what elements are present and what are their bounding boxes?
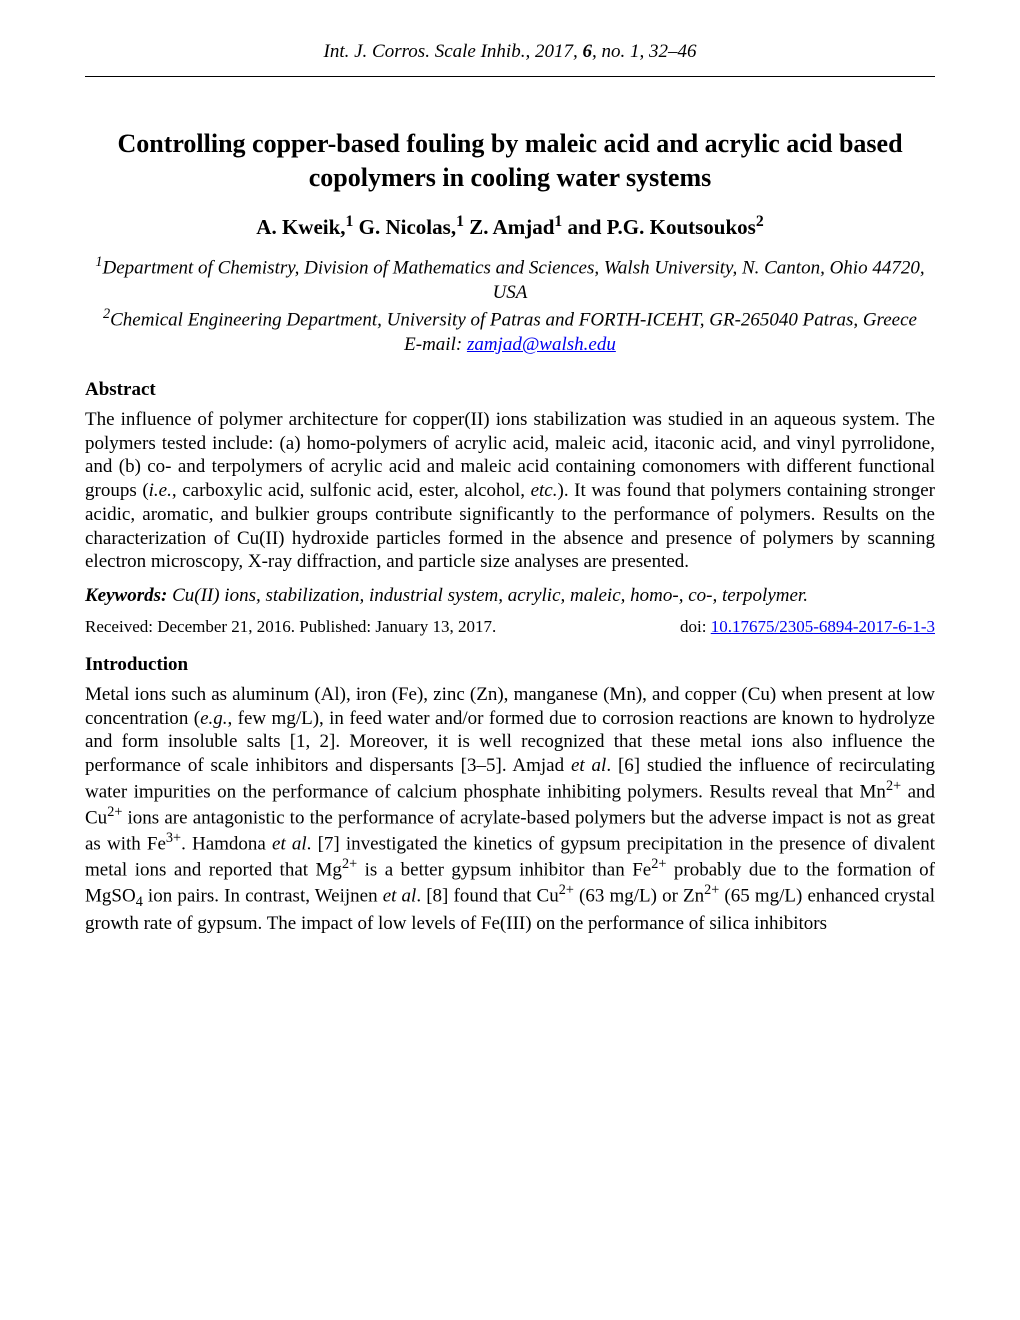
affiliation-2: Chemical Engineering Department, Univers… xyxy=(110,310,917,331)
intro-t11: . [8] found that Cu xyxy=(416,885,558,906)
intro-t10: ion pairs. In contrast, Weijnen xyxy=(143,885,383,906)
aff1-sup: 1 xyxy=(95,254,102,270)
introduction-heading: Introduction xyxy=(85,653,935,677)
intro-etal3: et al xyxy=(383,885,417,906)
received-published: Received: December 21, 2016. Published: … xyxy=(85,616,496,637)
keywords: Keywords: Cu(II) ions, stabilization, in… xyxy=(85,584,935,608)
intro-t12: (63 mg/L) or Zn xyxy=(574,885,704,906)
journal-pages: 32–46 xyxy=(649,41,697,62)
header-divider xyxy=(85,76,935,77)
intro-t6: . Hamdona xyxy=(181,833,272,854)
journal-header: Int. J. Corros. Scale Inhib., 2017, 6, n… xyxy=(85,40,935,64)
abstract-p2: , carboxylic acid, sulfonic acid, ester,… xyxy=(172,480,531,501)
intro-t8: is a better gypsum inhibitor than Fe xyxy=(357,859,651,880)
abstract-ie: i.e. xyxy=(149,480,172,501)
affiliations: 1Department of Chemistry, Division of Ma… xyxy=(85,253,935,358)
keywords-text: Cu(II) ions, stabilization, industrial s… xyxy=(167,585,808,606)
dates-doi-row: Received: December 21, 2016. Published: … xyxy=(85,616,935,637)
journal-issue: no. 1 xyxy=(601,41,639,62)
email-label: E-mail: xyxy=(404,334,467,355)
doi-label: doi: xyxy=(680,617,711,636)
author-1: A. Kweik, xyxy=(256,215,345,239)
abstract-text: The influence of polymer architecture fo… xyxy=(85,408,935,574)
paper-title: Controlling copper-based fouling by male… xyxy=(85,127,935,195)
author-4: and P.G. Koutsoukos xyxy=(568,215,756,239)
email-link[interactable]: zamjad@walsh.edu xyxy=(467,334,616,355)
doi-wrapper: doi: 10.17675/2305-6894-2017-6-1-3 xyxy=(680,616,935,637)
intro-eg: e.g. xyxy=(200,708,227,729)
introduction-text: Metal ions such as aluminum (Al), iron (… xyxy=(85,683,935,936)
journal-name: Int. J. Corros. Scale Inhib. xyxy=(324,41,526,62)
journal-year: 2017 xyxy=(535,41,573,62)
keywords-label: Keywords: xyxy=(85,585,167,606)
intro-etal2: et al xyxy=(272,833,307,854)
abstract-etc: etc. xyxy=(531,480,558,501)
intro-etal1: et al xyxy=(571,755,606,776)
authors-line: A. Kweik,1 G. Nicolas,1 Z. Amjad1 and P.… xyxy=(85,212,935,240)
doi-link[interactable]: 10.17675/2305-6894-2017-6-1-3 xyxy=(711,617,935,636)
affiliation-1: Department of Chemistry, Division of Mat… xyxy=(103,257,925,303)
abstract-heading: Abstract xyxy=(85,378,935,402)
journal-volume: 6 xyxy=(582,41,592,62)
author-2: G. Nicolas, xyxy=(359,215,456,239)
author-3: Z. Amjad xyxy=(469,215,554,239)
